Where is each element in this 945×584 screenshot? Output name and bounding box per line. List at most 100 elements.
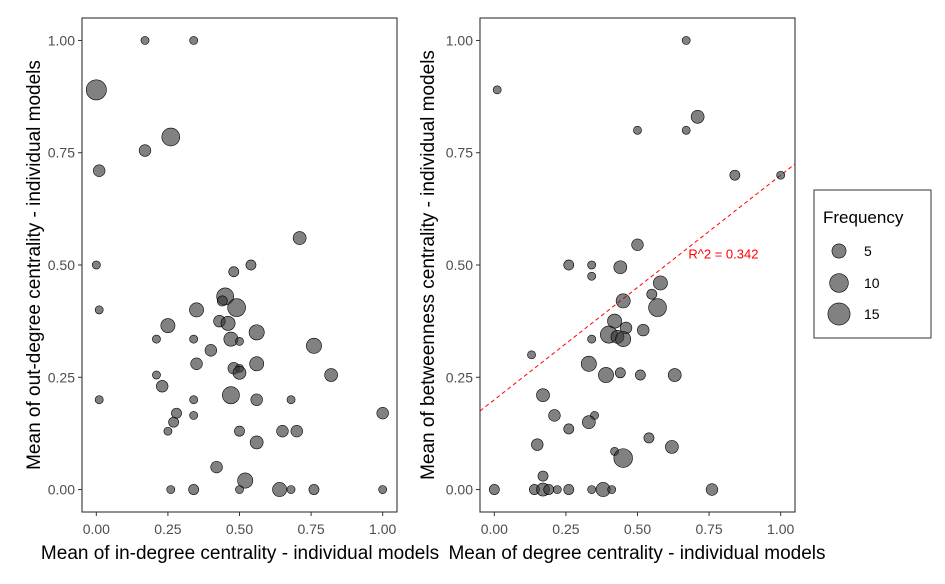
- plot-border: [81, 17, 398, 513]
- legend-box: [813, 189, 932, 339]
- data-point: [587, 485, 597, 494]
- data-point: [378, 485, 388, 494]
- data-point: [220, 316, 236, 331]
- data-point: [189, 411, 199, 420]
- data-point: [152, 370, 161, 380]
- data-point: [189, 302, 204, 318]
- data-point: [227, 298, 246, 317]
- legend-label: 5: [864, 243, 872, 259]
- data-point: [306, 337, 322, 354]
- legend: Frequency 5 10 15: [813, 189, 932, 339]
- data-point: [527, 350, 536, 360]
- y-tick-label: 1.00: [446, 32, 473, 48]
- data-point: [615, 331, 632, 348]
- data-point: [188, 484, 200, 495]
- y-tick-label: 0.50: [446, 257, 473, 273]
- data-point: [286, 395, 296, 405]
- y-axis-title: Mean of out-degree centrality - individu…: [24, 60, 45, 470]
- data-point: [189, 334, 199, 344]
- data-point: [690, 110, 705, 124]
- data-point: [563, 484, 575, 495]
- data-point: [607, 485, 617, 494]
- data-point: [250, 393, 263, 406]
- plot-border: [479, 17, 796, 513]
- data-point: [245, 259, 257, 271]
- data-point: [138, 144, 152, 157]
- y-tick-label: 1.00: [48, 32, 75, 48]
- data-point: [648, 298, 667, 317]
- data-point: [276, 425, 289, 438]
- data-point: [633, 125, 642, 135]
- data-point: [637, 323, 650, 337]
- data-point: [163, 426, 173, 436]
- x-tick-label: 0.00: [481, 521, 508, 537]
- data-point: [563, 423, 575, 435]
- data-point: [613, 260, 628, 275]
- data-point: [488, 484, 500, 495]
- data-point: [587, 334, 597, 344]
- data-point: [204, 344, 218, 357]
- data-point: [548, 409, 561, 422]
- y-tick-label: 0.25: [48, 369, 75, 385]
- data-point: [85, 79, 107, 101]
- data-point: [631, 238, 644, 251]
- x-tick-label: 0.00: [83, 521, 110, 537]
- data-point: [308, 484, 320, 495]
- data-point: [161, 127, 181, 147]
- data-point: [235, 336, 244, 346]
- data-point: [643, 432, 655, 444]
- data-point: [210, 460, 223, 474]
- data-point: [234, 425, 245, 437]
- x-tick-label: 0.50: [226, 521, 253, 537]
- data-point: [614, 367, 626, 379]
- data-point: [776, 170, 786, 180]
- x-axis-title: Mean of degree centrality - individual m…: [448, 543, 825, 564]
- data-point: [94, 305, 104, 315]
- legend-label: 15: [864, 306, 880, 322]
- data-point: [587, 260, 597, 270]
- data-point: [292, 231, 307, 245]
- y-tick-label: 0.50: [48, 257, 75, 273]
- data-point: [156, 380, 169, 393]
- data-point: [168, 416, 180, 428]
- x-tick-label: 0.50: [624, 521, 651, 537]
- data-point: [171, 407, 182, 419]
- data-point: [580, 355, 597, 372]
- legend-key: [827, 302, 851, 326]
- data-point: [190, 357, 203, 370]
- data-point: [249, 435, 264, 450]
- y-tick-label: 0.00: [446, 482, 473, 498]
- x-tick-label: 0.25: [552, 521, 579, 537]
- data-point: [286, 485, 296, 494]
- data-point: [216, 295, 228, 307]
- data-point: [376, 407, 389, 420]
- points: [488, 36, 786, 497]
- data-point: [587, 271, 597, 281]
- data-point: [235, 485, 244, 494]
- x-axis-title: Mean of in-degree centrality - individua…: [41, 543, 439, 564]
- data-point: [653, 275, 668, 291]
- data-point: [324, 368, 338, 382]
- data-point: [563, 259, 575, 271]
- data-point: [222, 386, 240, 405]
- panel-degree-betweenness: 0.00 0.25 0.50 0.75 1.00 0.00 0.25 0.50 0.75 1.00…: [418, 17, 826, 564]
- data-point: [705, 483, 719, 496]
- data-point: [248, 324, 265, 341]
- data-point: [543, 484, 555, 495]
- x-tick-label: 1.00: [369, 521, 396, 537]
- legend-title: Frequency: [823, 208, 904, 227]
- data-point: [646, 288, 658, 300]
- points: [85, 36, 389, 497]
- data-point: [272, 482, 287, 497]
- y-tick-label: 0.25: [446, 369, 473, 385]
- y-tick-label: 0.75: [446, 145, 473, 161]
- data-point: [91, 260, 101, 270]
- regression-line: [480, 163, 795, 412]
- data-point: [536, 388, 550, 403]
- x-tick-label: 0.75: [695, 521, 722, 537]
- data-point: [681, 36, 691, 45]
- data-point: [249, 356, 265, 372]
- panel-in-out-degree: 0.00 0.25 0.50 0.75 1.00 0.00 0.25 0.50 0.75 1.00…: [24, 17, 439, 564]
- x-tick-label: 0.25: [154, 521, 181, 537]
